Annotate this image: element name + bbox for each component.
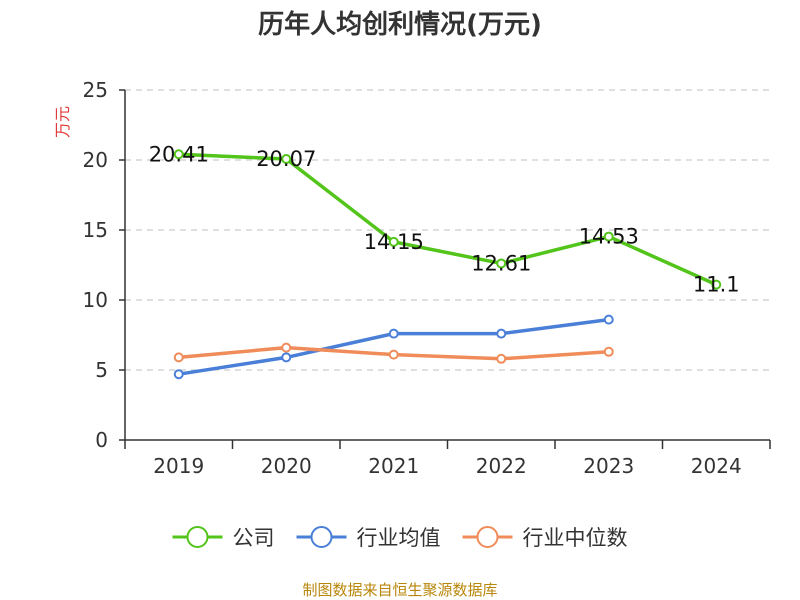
data-point (281, 352, 292, 363)
data-point (173, 352, 184, 363)
data-point (388, 328, 399, 339)
legend-marker-icon (310, 526, 333, 548)
x-ticks: 2019 2020 2021 2022 2023 2024 (124, 440, 771, 478)
data-point (281, 154, 292, 165)
y-axis-label: 万元 (53, 106, 72, 138)
chart-title: 历年人均创利情况(万元) (258, 9, 542, 40)
data-label: 14.15 (364, 230, 424, 254)
data-label: 14.53 (579, 225, 639, 249)
y-tick-label: 5 (95, 358, 108, 382)
series-line-0 (178, 152, 717, 287)
series-group (173, 149, 722, 380)
x-tick-label: 2024 (691, 454, 742, 478)
y-ticks: 0 5 10 15 20 25 (83, 78, 125, 452)
data-label: 20.07 (256, 147, 316, 171)
grid (125, 89, 770, 371)
legend-label: 行业中位数 (523, 526, 628, 550)
y-tick-label: 20 (83, 148, 108, 172)
x-tick-label: 2019 (153, 454, 204, 478)
data-point (173, 149, 184, 160)
y-tick-label: 25 (83, 78, 108, 102)
legend-marker-icon (476, 526, 499, 548)
data-point (496, 353, 507, 364)
data-point (603, 231, 614, 242)
x-tick-label: 2021 (368, 454, 419, 478)
y-tick-label: 0 (95, 428, 108, 452)
data-point (496, 258, 507, 269)
x-tick-label: 2022 (476, 454, 527, 478)
data-point (388, 349, 399, 360)
data-point (388, 236, 399, 247)
data-label: 12.61 (471, 251, 531, 275)
data-point (603, 346, 614, 357)
legend-item[interactable]: 行业中位数 (462, 526, 628, 550)
x-tick-label: 2023 (583, 454, 634, 478)
data-point (173, 369, 184, 380)
series-line-1 (178, 317, 609, 376)
legend-marker-icon (186, 526, 209, 548)
data-point (281, 342, 292, 353)
legend-item[interactable]: 行业均值 (296, 526, 441, 550)
data-point (603, 314, 614, 325)
y-tick-label: 15 (83, 218, 108, 242)
data-point (496, 328, 507, 339)
data-labels: 20.41 20.07 14.15 12.61 14.53 11.1 (149, 142, 740, 296)
legend: 公司 行业均值 行业中位数 (172, 526, 628, 550)
y-tick-label: 10 (83, 288, 108, 312)
legend-item[interactable]: 公司 (172, 526, 275, 550)
data-label: 11.1 (693, 273, 740, 297)
data-point (711, 279, 722, 290)
source-note: 制图数据来自恒生聚源数据库 (302, 581, 497, 599)
x-tick-label: 2020 (261, 454, 312, 478)
legend-label: 公司 (233, 526, 275, 550)
data-label: 20.41 (149, 142, 209, 166)
legend-label: 行业均值 (357, 526, 441, 550)
